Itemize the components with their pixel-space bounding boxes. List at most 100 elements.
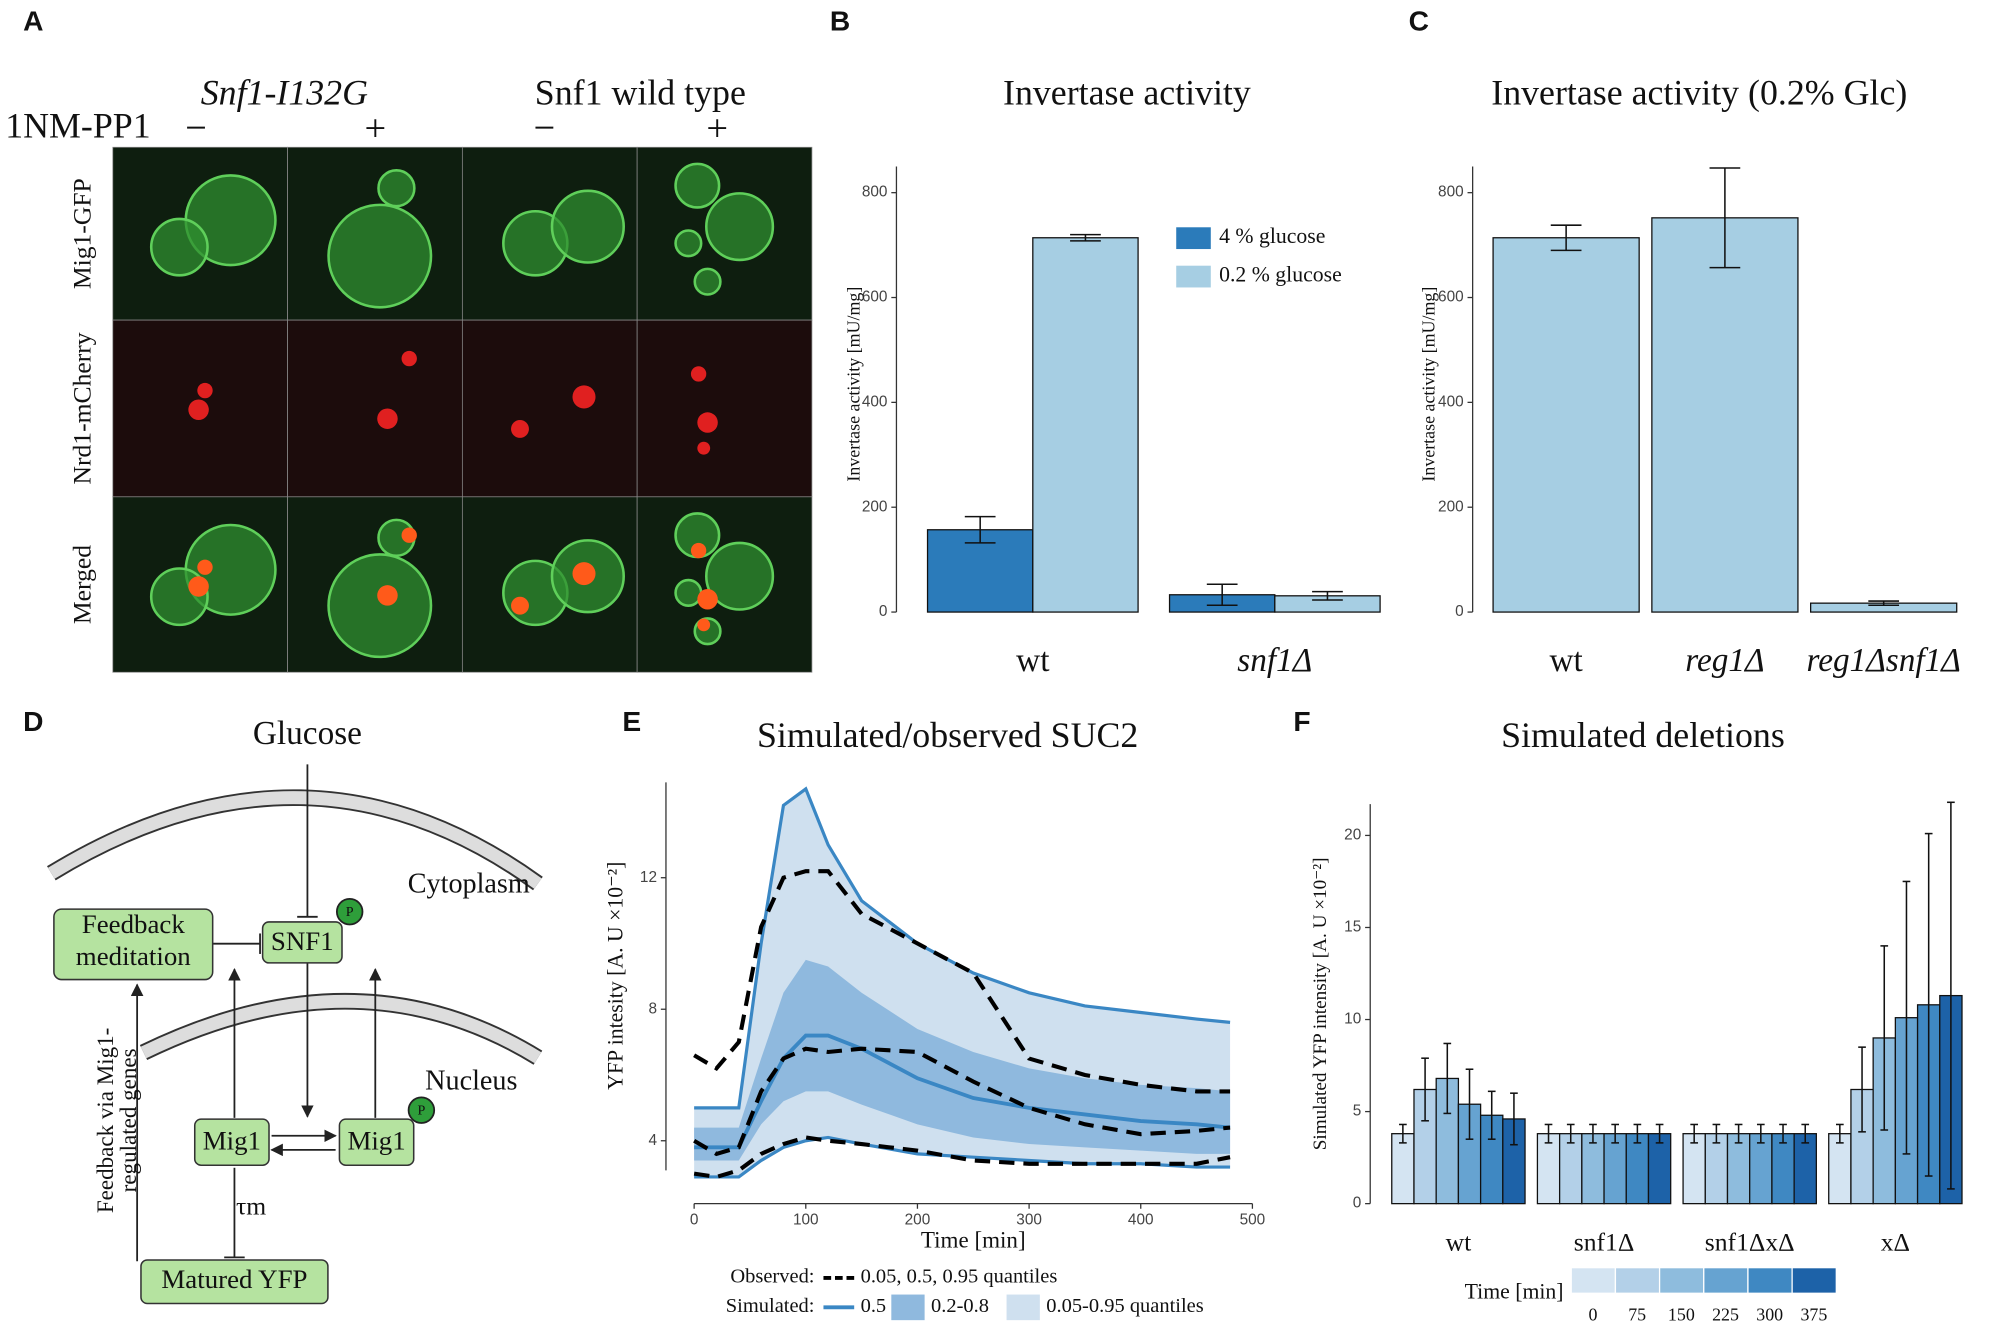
bar (1828, 1133, 1852, 1205)
y-tick-label: 0 (879, 603, 888, 620)
bar (1536, 1133, 1561, 1205)
x-tick-label: snf1ΔxΔ (1705, 1227, 1795, 1256)
y-tick-label: 800 (862, 184, 888, 201)
legend-swatch (1658, 1267, 1705, 1294)
y-tick-label: 20 (1344, 826, 1361, 843)
x-tick-label: 100 (793, 1211, 819, 1228)
nucleus (197, 559, 213, 575)
y-tick-label: 600 (862, 289, 888, 306)
legend-title: Time [min] (1465, 1279, 1564, 1303)
condition-label: + (364, 108, 386, 150)
nucleus (697, 412, 718, 433)
nucleus (401, 350, 417, 367)
compartment-label: Cytoplasm (408, 869, 530, 900)
strain-label: Snf1 wild type (535, 72, 746, 112)
x-tick-label: xΔ (1881, 1227, 1910, 1256)
observed-line (693, 869, 1231, 1094)
nucleus (690, 366, 707, 382)
nucleus (188, 576, 209, 597)
nucleus (697, 589, 718, 610)
panel-letter: E (622, 705, 641, 737)
legend-label: 150 (1668, 1304, 1695, 1324)
node (140, 1259, 329, 1305)
edge-label: Feedback via Mig1- (92, 1028, 118, 1213)
bar (1726, 1133, 1751, 1205)
cell (327, 553, 433, 659)
legend-swatch (1006, 1294, 1040, 1321)
x-tick-label: reg1Δ (1685, 642, 1764, 679)
edge-label: regulated genes (115, 1048, 141, 1192)
cell (674, 229, 703, 258)
legend-label: 0.05, 0.5, 0.95 quantiles (861, 1266, 1058, 1288)
bar (1581, 1133, 1605, 1205)
chart-title: Simulated deletions (1501, 715, 1785, 755)
legend-swatch (1747, 1267, 1793, 1294)
legend-label: 75 (1628, 1304, 1646, 1324)
nucleus (377, 585, 398, 606)
bar (1793, 1133, 1817, 1205)
nucleus (401, 527, 417, 543)
membrane (48, 791, 542, 889)
channel-label: Merged (68, 545, 97, 624)
bar (1603, 1133, 1627, 1205)
phospho-marker (335, 897, 364, 926)
legend-label: 225 (1712, 1304, 1739, 1324)
bar (1651, 217, 1799, 613)
quantile-band (694, 959, 1231, 1161)
bar (1682, 1133, 1706, 1205)
legend-swatch (891, 1294, 925, 1321)
node-label: meditation (76, 941, 192, 971)
legend-swatch (1703, 1267, 1749, 1294)
bar (1704, 1133, 1729, 1205)
channel-label: Mig1-GFP (68, 178, 97, 289)
y-axis-label: Invertase activity [mU/mg] (844, 287, 864, 482)
cell (693, 267, 722, 296)
membrane (140, 994, 542, 1064)
node-label: Feedback (82, 909, 186, 939)
legend-swatch (1614, 1267, 1661, 1294)
bar (1647, 1133, 1672, 1205)
nucleus (197, 382, 213, 399)
x-tick-label: wt (1549, 642, 1583, 679)
panel-letter: D (23, 705, 43, 737)
y-tick-label: 0 (1353, 1195, 1362, 1212)
y-tick-label: 200 (862, 498, 888, 515)
bar (1558, 1133, 1583, 1205)
y-tick-label: 5 (1353, 1103, 1362, 1120)
diagram (47, 764, 543, 1305)
legend-swatch (1174, 226, 1213, 251)
node-label: Glucose (253, 715, 362, 752)
nucleus (511, 596, 529, 615)
x-tick-label: reg1Δsnf1Δ (1807, 642, 1961, 679)
nucleus (511, 419, 529, 438)
x-tick-label: 0 (690, 1211, 699, 1228)
condition-label: − (533, 108, 555, 150)
y-tick-label: 400 (862, 393, 888, 410)
y-axis-label: YFP intesity [A. U ×10⁻²] (603, 862, 627, 1090)
condition-label: + (706, 108, 728, 150)
cell (550, 189, 625, 264)
y-tick-label: 8 (648, 1000, 657, 1017)
y-tick-label: 10 (1344, 1011, 1361, 1028)
observed-line (693, 1135, 1231, 1180)
cell (327, 203, 433, 309)
y-tick-label: 12 (640, 869, 657, 886)
micrograph (461, 319, 638, 498)
cell (149, 217, 209, 277)
cell (705, 192, 775, 262)
bar (1771, 1133, 1795, 1205)
nucleus (697, 441, 711, 455)
cell (705, 541, 775, 611)
x-tick-label: snf1Δ (1237, 642, 1312, 679)
legend-swatch (1570, 1267, 1617, 1294)
y-axis-label: Invertase activity [mU/mg] (1419, 287, 1439, 482)
legend-label: 0.05-0.95 quantiles (1046, 1295, 1204, 1317)
observed-line (693, 1046, 1231, 1157)
legend-swatch (1791, 1267, 1837, 1294)
x-tick-label: 400 (1128, 1211, 1154, 1228)
chart-title: Invertase activity (1003, 72, 1251, 112)
bar (1625, 1133, 1650, 1205)
nucleus (690, 542, 707, 559)
chart-title: Invertase activity (0.2% Glc) (1491, 72, 1907, 112)
